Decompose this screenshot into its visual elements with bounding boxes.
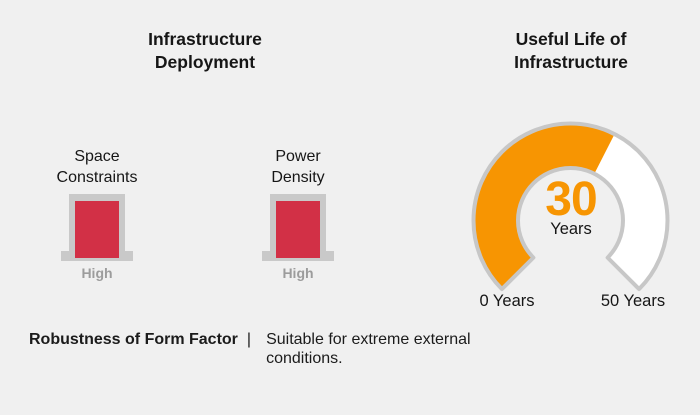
gauge-outline [471, 121, 670, 292]
gauge-max-label: 50 Years [600, 292, 666, 310]
space-constraints-label-line1: Space [74, 148, 120, 165]
deployment-title-line1: Infrastructure [148, 29, 262, 49]
gauge-fill [473, 123, 615, 290]
bar-fill [75, 201, 119, 258]
footnote-text: Suitable for extreme external conditions… [266, 331, 471, 367]
gauge-unit: Years [550, 220, 592, 238]
deployment-title-line2: Deployment [154, 52, 256, 72]
useful-life-title-line2: Infrastructure [514, 52, 628, 72]
power-density-label-line1: Power [275, 148, 321, 165]
gauge-value: 30 [545, 173, 597, 226]
useful-life-title-line1: Useful Life of [515, 29, 627, 49]
power-density-label: Power Density [228, 146, 368, 188]
robustness-footnote: Robustness of Form Factor | Suitable for… [29, 330, 471, 368]
space-constraints-value: High [81, 265, 113, 281]
space-constraints-bar [61, 194, 133, 261]
deployment-title: Infrastructure Deployment [105, 28, 305, 74]
bar-fill [276, 201, 320, 258]
bar-frame [270, 194, 326, 258]
footnote-separator: | [246, 331, 252, 348]
power-density-value: High [282, 265, 314, 281]
power-density-bar [262, 194, 334, 261]
gauge-min-label: 0 Years [479, 292, 535, 310]
gauge-center-readout: 30 Years [471, 176, 671, 238]
footnote-label: Robustness of Form Factor [29, 331, 238, 348]
space-constraints-label: Space Constraints [27, 146, 167, 188]
bar-frame [69, 194, 125, 258]
useful-life-title: Useful Life of Infrastructure [471, 28, 671, 74]
useful-life-gauge [471, 121, 670, 292]
power-density-label-line2: Density [271, 169, 325, 186]
space-constraints-label-line2: Constraints [56, 169, 138, 186]
